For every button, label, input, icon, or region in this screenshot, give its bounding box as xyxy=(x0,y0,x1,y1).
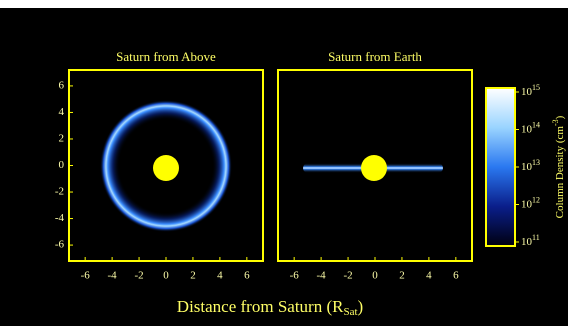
panel-title: Saturn from Earth xyxy=(328,49,422,64)
x-label-text: ) xyxy=(358,297,364,316)
y-tick-label: -6 xyxy=(55,239,65,251)
x-tick-label: -2 xyxy=(134,270,143,282)
x-tick-label: -2 xyxy=(343,270,352,282)
cb-tick-base: 10 xyxy=(521,86,533,98)
cb-tick-base: 10 xyxy=(521,236,533,248)
x-tick-label: -6 xyxy=(290,270,300,282)
x-tick-label: -6 xyxy=(81,270,91,282)
x-tick-label: 0 xyxy=(163,270,169,282)
cb-tick-exp: 11 xyxy=(532,233,540,242)
cb-tick-exp: 13 xyxy=(532,158,540,167)
y-tick-label: 2 xyxy=(59,133,65,145)
cb-tick-exp: 15 xyxy=(532,83,540,92)
y-tick-label: 0 xyxy=(59,159,65,171)
y-tick-label: -2 xyxy=(55,186,64,198)
panel-title: Saturn from Above xyxy=(116,49,216,64)
cb-tick-exp: 14 xyxy=(532,120,540,129)
colorbar-label: Column Density (cm-3) xyxy=(551,115,566,218)
x-tick-label: 0 xyxy=(372,270,378,282)
cb-label-sup: -3 xyxy=(551,119,560,126)
x-tick-label: -4 xyxy=(317,270,327,282)
cb-tick-base: 10 xyxy=(521,123,533,135)
x-tick-label: 4 xyxy=(426,270,432,282)
x-axis-label: Distance from Saturn (RSat) xyxy=(177,297,363,318)
cb-tick-base: 10 xyxy=(521,198,533,210)
saturn xyxy=(153,155,179,181)
x-label-text: Distance from Saturn (R xyxy=(177,297,344,316)
saturn xyxy=(361,155,387,181)
cb-tick-base: 10 xyxy=(521,161,533,173)
y-tick-label: 6 xyxy=(59,79,65,91)
x-label-sub: Sat xyxy=(343,306,357,318)
cb-label-text: Column Density (cm xyxy=(554,126,566,219)
figure: Distance from Saturn (RSat) Column Densi… xyxy=(0,0,575,326)
x-tick-label: -4 xyxy=(108,270,118,282)
colorbar xyxy=(486,88,515,246)
y-tick-label: 4 xyxy=(59,106,65,118)
x-tick-label: 6 xyxy=(244,270,250,282)
x-tick-label: 2 xyxy=(399,270,405,282)
cb-tick-exp: 12 xyxy=(532,195,540,204)
cb-label-text: ) xyxy=(554,115,566,119)
x-tick-label: 4 xyxy=(217,270,223,282)
x-tick-label: 6 xyxy=(453,270,459,282)
y-tick-label: -4 xyxy=(55,212,65,224)
x-tick-label: 2 xyxy=(190,270,196,282)
